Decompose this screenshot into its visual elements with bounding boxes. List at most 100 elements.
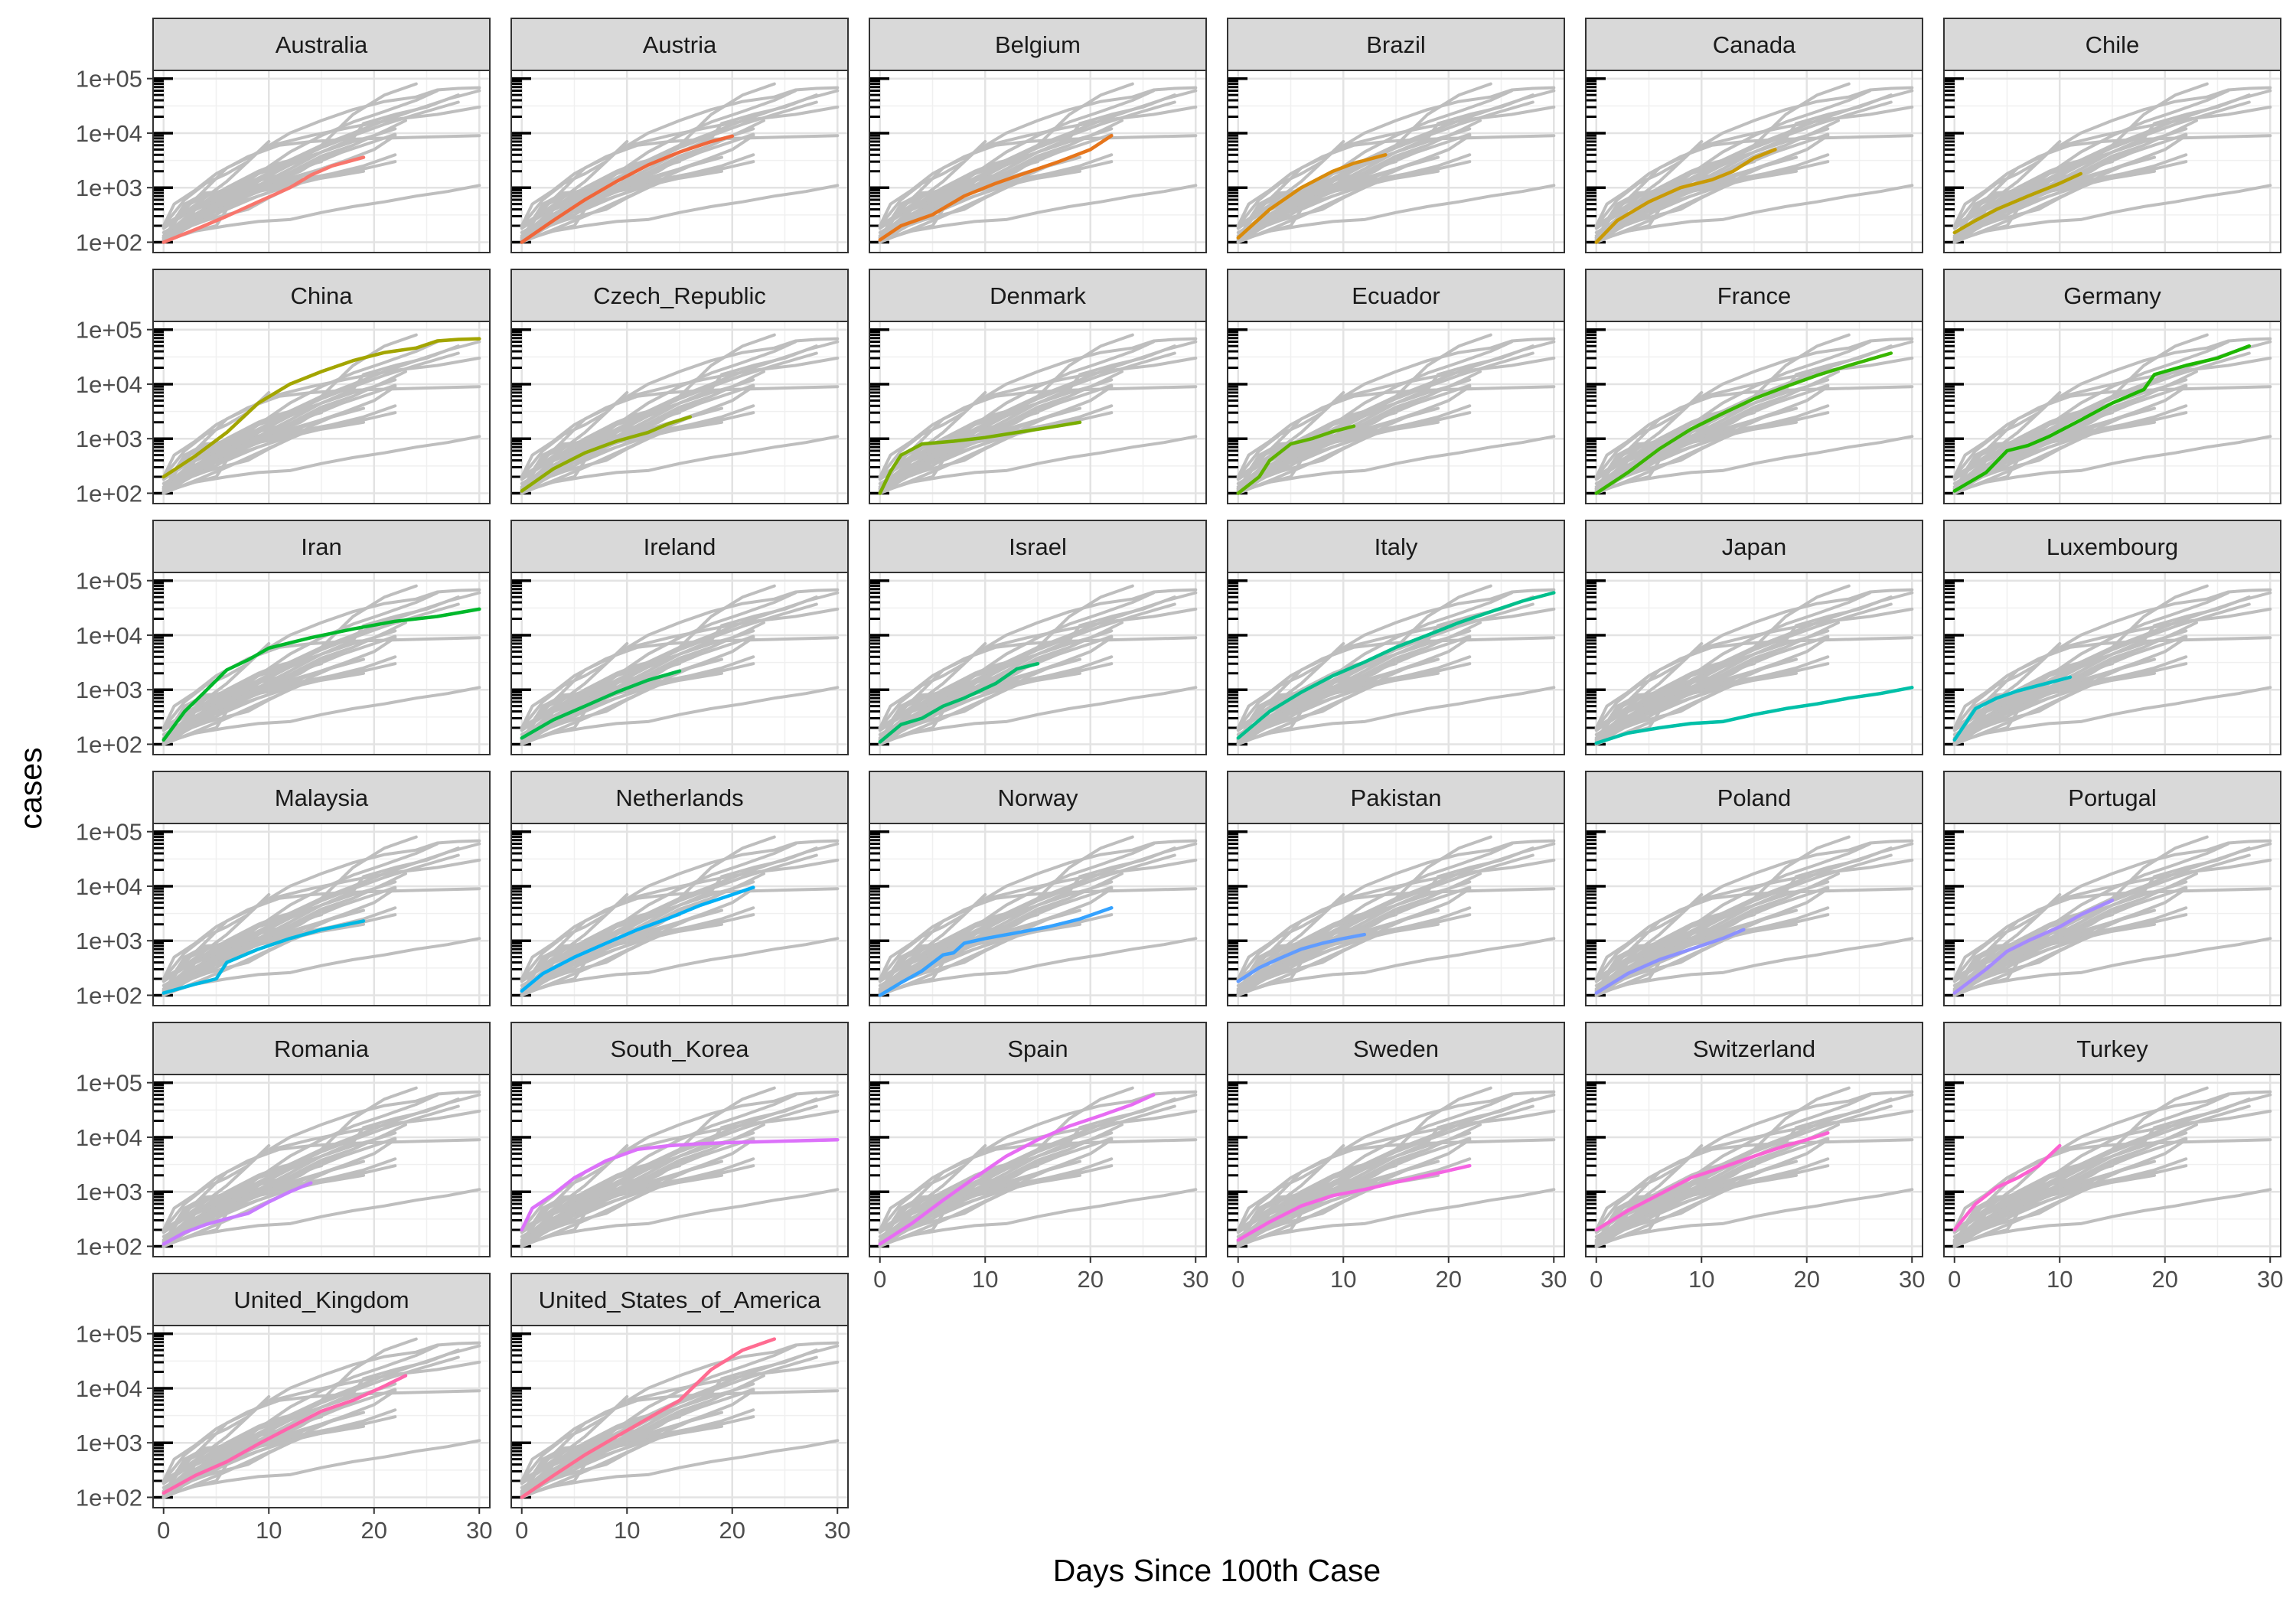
background-series-line [520,1344,797,1497]
background-series-line [161,1415,397,1493]
y-tick-label: 1e+03 [76,1430,142,1456]
background-series-line [1952,1086,2209,1248]
x-tick-label: 20 [361,1517,387,1544]
facet-panel: Austria [510,18,849,253]
background-series-line [1236,872,1482,993]
y-tick-label: 1e+05 [76,1070,142,1097]
highlighted-series-line [161,337,481,479]
x-tick-label: 30 [1182,1266,1208,1293]
background-series-line [878,937,1198,996]
background-series-line [161,1164,397,1242]
x-tick-label: 0 [1231,1266,1244,1293]
panel-border [510,70,849,253]
background-series-line [1236,391,1345,478]
background-series-line [1594,642,1704,729]
background-series-line [161,872,407,993]
background-series-line [1952,340,2230,493]
highlighted-series-line [520,1137,840,1232]
background-series-line [878,1109,1198,1244]
background-series-line [878,662,1114,740]
background-series-line [520,839,840,980]
facet-panel: Iran 1e+02 1e+03 1e+04 1e+05 [76,520,491,758]
background-series-line [520,913,755,991]
background-series-line [1594,435,1914,494]
panel-border [510,823,849,1006]
background-series-line [161,1439,481,1498]
background-series-line [1952,686,2272,745]
background-series-line [1236,621,1482,742]
panel-border [1943,823,2281,1006]
background-series-line [1594,913,1830,991]
background-series-line [161,89,439,242]
facet-panel: Malaysia 1e+02 1e+03 1e+04 1e+05 [76,771,491,1009]
x-tick-label: 0 [1948,1266,1961,1293]
background-series-line [161,839,481,980]
facet-title: United_Kingdom [233,1287,409,1313]
highlighted-series-line [1594,1131,1830,1232]
background-series-line [161,662,397,740]
background-series-line [1594,160,1830,238]
highlighted-series-line [520,885,755,993]
background-series-line [878,893,987,980]
background-series-line [520,1374,765,1495]
background-series-line [1236,937,1556,996]
background-series-line [520,435,840,494]
panel-border [1585,70,1923,253]
background-series-line [1594,1090,1914,1231]
background-series-line [1952,591,2230,744]
background-series-line [878,337,1198,478]
background-series-line [1236,435,1556,494]
background-series-line [1594,835,1851,997]
background-series-line [1236,842,1514,995]
facet-title: Germany [2063,282,2161,309]
facet-panel: Turkey 0 10 20 30 [1943,1022,2283,1293]
panel-border [152,321,491,504]
background-series-line [161,591,439,744]
background-series-line [1236,1188,1556,1247]
background-series-line [1952,642,2062,729]
facet-strip [1227,269,1565,322]
background-series-line [1952,858,2272,993]
background-series-line [161,835,418,997]
facet-strip [869,1022,1207,1075]
background-series-line [878,607,1198,742]
background-series-line [520,370,765,491]
background-series-line [1594,411,1830,489]
background-series-line [520,893,629,980]
facet-title: Norway [997,784,1078,811]
background-series-line [1594,662,1830,740]
facet-panel: Pakistan [1227,771,1565,1006]
x-tick-label: 20 [1794,1266,1820,1293]
y-tick-label: 1e+02 [76,229,142,256]
x-tick-label: 30 [1541,1266,1567,1293]
background-series-line [161,385,481,478]
background-series-line [1952,140,2062,227]
background-series-line [161,1138,481,1231]
facet-title: Ecuador [1352,282,1440,309]
facet-panel: Ireland [510,520,849,755]
background-series-line [1594,607,1914,742]
background-series-line [1236,636,1556,729]
background-series-line [878,86,1198,227]
background-series-line [878,1188,1198,1247]
x-tick-label: 10 [2047,1266,2073,1293]
background-series-line [1952,391,2062,478]
highlighted-series-line [878,133,1114,242]
background-series-line [1952,621,2198,742]
background-series-line [520,686,840,745]
background-series-line [878,858,1198,993]
facet-title: Iran [301,533,341,560]
facet-title: Netherlands [615,784,743,811]
background-series-line [1952,588,2272,729]
background-series-line [161,636,481,729]
background-series-line [161,1109,481,1244]
background-series-line [1594,184,1914,243]
panel-border [1227,1074,1565,1257]
panel-border [1943,70,2281,253]
background-series-line [161,435,481,494]
background-series-line [878,89,1156,242]
facet-title: Australia [276,31,368,58]
background-series-line [1594,134,1914,227]
facet-title: Belgium [995,31,1081,58]
x-tick-label: 10 [1330,1266,1356,1293]
